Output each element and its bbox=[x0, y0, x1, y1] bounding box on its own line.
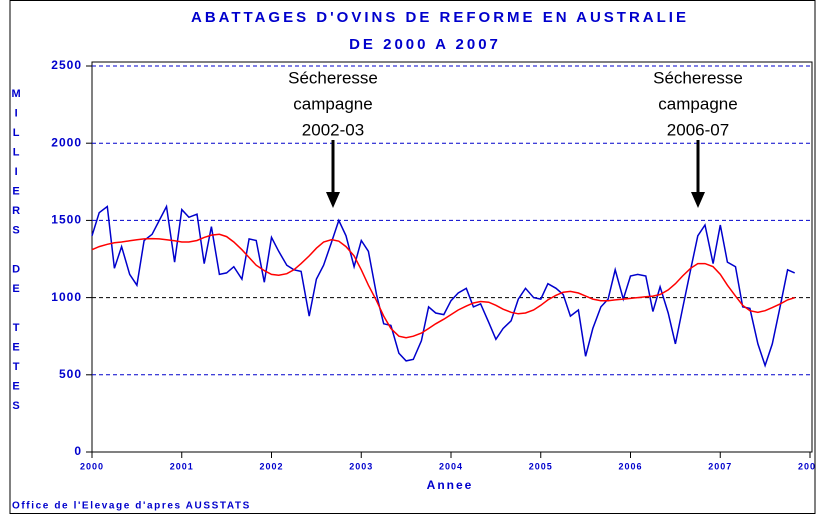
annotation-text: campagne bbox=[293, 94, 372, 113]
x-tick-label: 2008 bbox=[798, 461, 816, 471]
y-axis-label: MILLIERS DE TETES bbox=[10, 88, 22, 420]
y-tick-label: 2000 bbox=[51, 135, 82, 149]
y-tick-label: 0 bbox=[74, 444, 82, 458]
annotation-text: Sécheresse bbox=[288, 68, 378, 87]
x-axis-label: Annee bbox=[427, 478, 474, 492]
annotation-text: 2002-03 bbox=[302, 120, 364, 139]
annotation-arrowhead bbox=[691, 192, 705, 208]
x-tick-label: 2002 bbox=[259, 461, 283, 471]
y-tick-label: 2500 bbox=[51, 58, 82, 72]
x-tick-label: 2000 bbox=[80, 461, 104, 471]
x-tick-label: 2003 bbox=[349, 461, 373, 471]
x-tick-label: 2005 bbox=[529, 461, 553, 471]
y-tick-label: 1000 bbox=[51, 290, 82, 304]
plot-frame bbox=[91, 61, 813, 453]
y-tick-label: 1500 bbox=[51, 213, 82, 227]
annotation-arrowhead bbox=[326, 192, 340, 208]
source-note: Office de l'Elevage d'apres AUSSTATS bbox=[12, 501, 251, 512]
y-tick-label: 500 bbox=[59, 367, 82, 381]
x-tick-label: 2001 bbox=[170, 461, 194, 471]
annotation-text: campagne bbox=[658, 94, 737, 113]
x-tick-label: 2004 bbox=[439, 461, 463, 471]
data-line bbox=[91, 233, 795, 339]
x-tick-label: 2006 bbox=[618, 461, 642, 471]
annotation-text: 2006-07 bbox=[667, 120, 729, 139]
chart-title: ABATTAGES D'OVINS DE REFORME EN AUSTRALI… bbox=[191, 9, 689, 26]
annotation-text: Sécheresse bbox=[653, 68, 743, 87]
chart-subtitle: DE 2000 A 2007 bbox=[349, 36, 501, 53]
data-line bbox=[91, 204, 796, 368]
x-tick-label: 2007 bbox=[708, 461, 732, 471]
